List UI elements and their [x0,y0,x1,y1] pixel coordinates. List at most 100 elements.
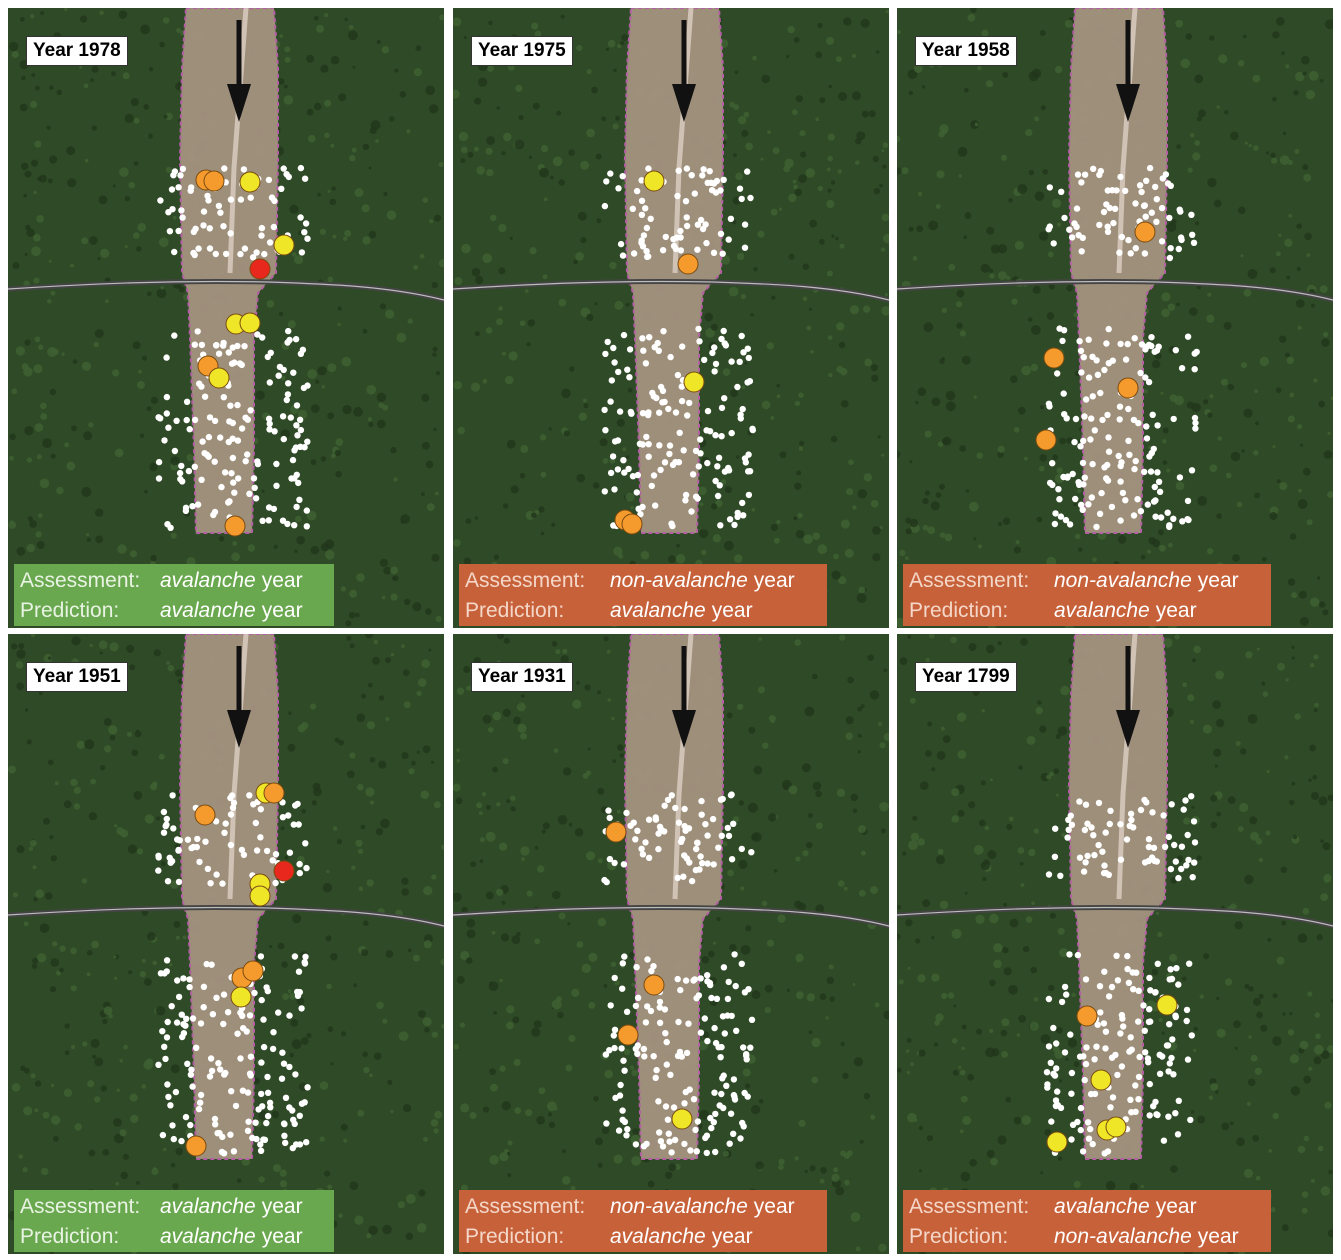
sample-tree [246,792,253,799]
sample-tree [186,426,193,433]
sample-tree [304,438,311,445]
sample-tree [206,225,213,232]
sample-tree [221,829,228,836]
sample-tree [283,171,290,178]
sample-tree [741,221,749,228]
sample-tree [1106,820,1113,828]
sample-tree [623,809,630,817]
sample-tree [240,166,248,173]
sample-tree [237,196,245,203]
sample-tree [1126,451,1133,458]
sample-tree [697,216,705,224]
sample-tree [1097,389,1104,397]
sample-tree [1127,1034,1134,1041]
sample-tree [229,419,236,427]
sample-tree [1064,834,1071,841]
sample-tree [724,824,731,832]
sample-tree [707,1114,714,1122]
road-line [897,906,1333,927]
sample-tree [606,855,614,863]
sample-tree [1187,1116,1194,1124]
sample-tree [681,1100,688,1107]
sample-tree [1174,1131,1182,1138]
assessment-label: Assessment: [20,569,141,592]
sample-tree [227,230,234,237]
sample-tree [182,1022,189,1029]
sample-tree [1076,798,1083,805]
sample-tree [1166,214,1173,222]
sample-tree [218,483,225,491]
sample-tree [1114,977,1122,984]
sample-tree [730,1076,738,1083]
sample-tree [638,845,645,852]
sample-tree [1132,200,1139,207]
sample-tree [1127,1096,1134,1103]
sample-tree [265,517,272,524]
damaged-tree-yellow [1156,994,1178,1016]
sample-tree [727,215,735,222]
sample-tree [662,233,669,241]
sample-tree [285,380,292,387]
sample-tree [1164,1042,1172,1049]
sample-tree [642,839,649,846]
sample-tree [643,224,651,232]
sample-tree [247,407,254,414]
sample-tree [1109,1094,1117,1101]
sample-tree [692,1126,699,1134]
sample-tree [706,428,714,435]
sample-tree [238,846,246,854]
sample-tree [1167,966,1174,973]
sample-tree [1164,509,1171,516]
sample-tree [1172,347,1179,354]
sample-tree [731,951,738,958]
sample-tree [704,832,711,839]
sample-tree [746,468,754,475]
sample-tree [607,1002,614,1009]
sample-tree [167,859,174,866]
sample-tree [1113,952,1120,959]
sample-tree [670,1104,678,1111]
sample-tree [672,804,679,812]
sample-tree [614,466,622,473]
sample-tree [278,1075,286,1082]
sample-tree [1065,826,1072,833]
year-word: year [261,1195,303,1218]
sample-tree [278,185,285,192]
sample-tree [1080,1053,1087,1060]
damaged-tree-orange [1035,429,1057,451]
sample-tree [633,187,641,195]
sample-tree [720,964,728,971]
sample-tree [699,860,706,867]
sample-tree [623,1132,630,1139]
sample-tree [728,429,735,437]
sample-tree [167,1102,174,1109]
aerial-map [897,634,1333,1254]
sample-tree [235,475,242,482]
sample-tree [667,353,674,361]
sample-tree [169,1122,176,1129]
sample-tree [1045,400,1053,407]
sample-tree [232,1102,240,1110]
sample-tree [1102,829,1109,836]
sample-tree [606,814,613,822]
sample-tree [618,1045,625,1052]
sample-tree [1125,236,1132,244]
damaged-tree-yellow [1090,1069,1112,1091]
sample-tree [237,1055,244,1062]
sample-tree [1146,974,1153,982]
sample-tree [616,408,624,415]
sample-tree [1046,479,1054,487]
sample-tree [665,405,672,413]
sample-tree [234,401,241,409]
sample-tree [1166,1021,1173,1028]
sample-tree [1167,865,1175,873]
sample-tree [258,232,265,239]
sample-tree [710,180,718,187]
sample-tree [661,459,669,466]
sample-tree [1165,833,1173,841]
sample-tree [1131,335,1138,342]
sample-tree [205,433,213,441]
sample-tree [642,205,649,212]
sample-tree [1049,460,1056,467]
sample-tree [1103,340,1110,347]
